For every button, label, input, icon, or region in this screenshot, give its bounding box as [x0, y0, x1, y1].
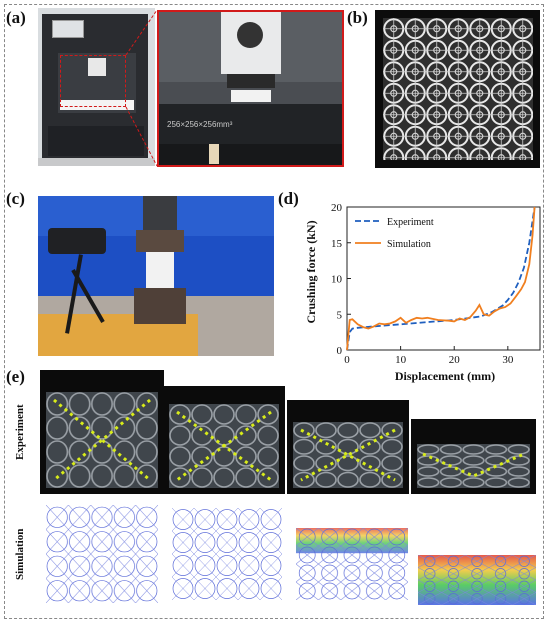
- y-tick-label: 5: [337, 309, 343, 321]
- x-tick-label: 10: [395, 354, 407, 366]
- chart-ylabel: Crushing force (kN): [304, 220, 318, 323]
- x-tick-label: 0: [344, 354, 350, 366]
- experiment-stage-image: [40, 370, 164, 494]
- panel-label-a: (a): [6, 8, 26, 27]
- series-line-experiment: [346, 206, 536, 351]
- y-tick-label: 10: [331, 274, 343, 286]
- series-line-simulation: [346, 206, 536, 351]
- legend-label-experiment: Experiment: [387, 217, 434, 228]
- printer-zoom-photo: 256×256×256mm³: [157, 10, 344, 167]
- chart-axes: 0 10 20 30 0 5 10 15 20: [331, 202, 541, 366]
- experiment-stage-image: [411, 419, 536, 494]
- printer-photo: [38, 8, 155, 166]
- row-label-simulation: Simulation: [14, 528, 26, 580]
- panel-label-c: (c): [6, 189, 25, 208]
- panel-label-e: (e): [6, 367, 25, 386]
- zoom-region-box: [60, 55, 126, 107]
- chart-series: [346, 206, 536, 351]
- panel-label-b: (b): [347, 8, 368, 27]
- legend-label-simulation: Simulation: [387, 239, 431, 250]
- chart-xlabel: Displacement (mm): [395, 369, 495, 383]
- experiment-stage-image: [163, 386, 285, 494]
- x-tick-label: 30: [502, 354, 514, 366]
- lattice-specimen-photo: [375, 10, 540, 168]
- y-tick-label: 20: [331, 202, 343, 214]
- crushing-force-chart: 0 10 20 30 0 5 10 15 20 Experiment Simulation Dis…: [304, 202, 541, 383]
- y-tick-label: 0: [337, 345, 343, 357]
- simulation-stage-image: [172, 508, 282, 600]
- plot-frame: [346, 206, 541, 351]
- simulation-stage-image: [296, 528, 408, 600]
- printer-bed-text: 256×256×256mm³: [167, 120, 233, 129]
- figure-frame: [4, 4, 544, 619]
- y-tick-label: 15: [331, 238, 343, 250]
- chart-legend: Experiment Simulation: [355, 217, 434, 250]
- x-tick-label: 20: [449, 354, 461, 366]
- simulation-stage-image: [46, 505, 158, 603]
- crushing-test-photo: [38, 196, 274, 356]
- simulation-stage-image: [418, 555, 536, 605]
- panel-label-d: (d): [278, 189, 299, 208]
- row-label-experiment: Experiment: [14, 404, 26, 460]
- experiment-stage-image: [287, 400, 409, 494]
